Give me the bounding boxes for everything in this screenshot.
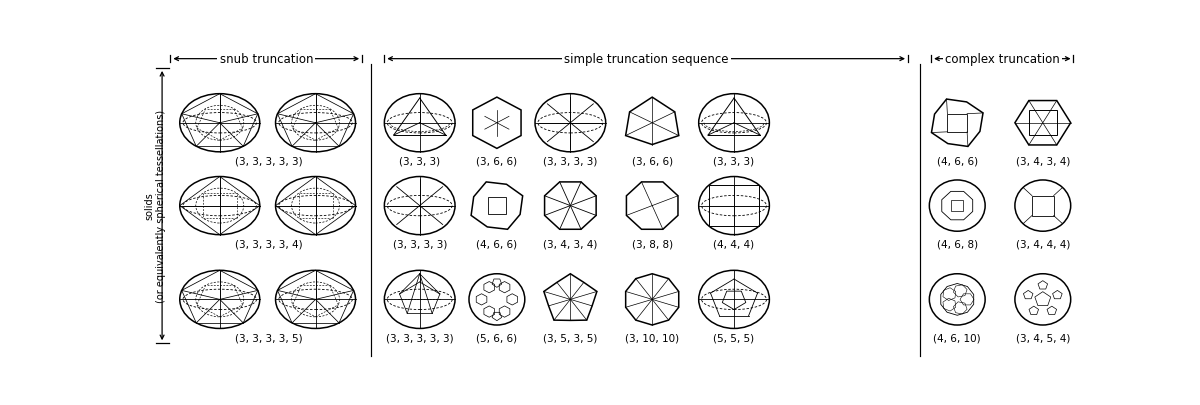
Text: (4, 6, 8): (4, 6, 8) — [937, 239, 978, 249]
Text: (3, 6, 6): (3, 6, 6) — [476, 156, 517, 166]
Text: (3, 5, 3, 5): (3, 5, 3, 5) — [544, 333, 598, 342]
Text: (3, 4, 3, 4): (3, 4, 3, 4) — [1015, 156, 1070, 166]
Text: (3, 6, 6): (3, 6, 6) — [631, 156, 673, 166]
Text: (3, 3, 3, 3, 3): (3, 3, 3, 3, 3) — [235, 156, 302, 166]
Text: (3, 8, 8): (3, 8, 8) — [631, 239, 673, 249]
Text: (3, 4, 3, 4): (3, 4, 3, 4) — [544, 239, 598, 249]
Text: (3, 4, 5, 4): (3, 4, 5, 4) — [1015, 333, 1070, 342]
Text: complex truncation: complex truncation — [944, 53, 1060, 66]
Text: simple truncation sequence: simple truncation sequence — [564, 53, 728, 66]
Text: (3, 3, 3, 3): (3, 3, 3, 3) — [392, 239, 446, 249]
Text: (4, 6, 10): (4, 6, 10) — [934, 333, 982, 342]
Text: (5, 6, 6): (5, 6, 6) — [476, 333, 517, 342]
Text: (4, 6, 6): (4, 6, 6) — [476, 239, 517, 249]
Text: (3, 4, 4, 4): (3, 4, 4, 4) — [1015, 239, 1070, 249]
Text: (3, 3, 3): (3, 3, 3) — [714, 156, 755, 166]
Text: (3, 10, 10): (3, 10, 10) — [625, 333, 679, 342]
Text: (3, 3, 3, 3, 5): (3, 3, 3, 3, 5) — [235, 333, 302, 342]
Text: snub truncation: snub truncation — [220, 53, 313, 66]
Text: (4, 6, 6): (4, 6, 6) — [937, 156, 978, 166]
Text: (4, 4, 4): (4, 4, 4) — [714, 239, 755, 249]
Text: (5, 5, 5): (5, 5, 5) — [714, 333, 755, 342]
Text: (3, 3, 3, 3): (3, 3, 3, 3) — [544, 156, 598, 166]
Text: (3, 3, 3): (3, 3, 3) — [400, 156, 440, 166]
Text: (3, 3, 3, 3, 4): (3, 3, 3, 3, 4) — [235, 239, 302, 249]
Text: (3, 3, 3, 3, 3): (3, 3, 3, 3, 3) — [386, 333, 454, 342]
Text: solids
(or equivalently spherical tessellations): solids (or equivalently spherical tessel… — [145, 110, 167, 303]
